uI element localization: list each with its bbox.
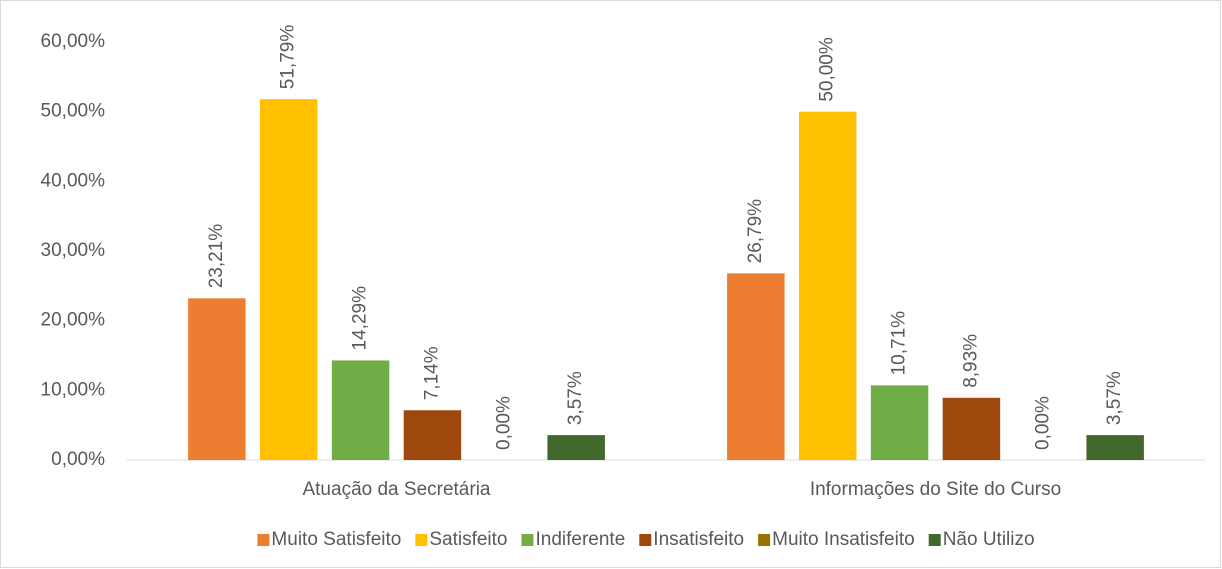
value-label: 23,21% — [206, 224, 227, 289]
bar — [727, 273, 785, 460]
legend-swatch — [928, 534, 941, 546]
bar — [547, 435, 605, 460]
bar — [870, 385, 929, 460]
value-label: 8,93% — [960, 334, 981, 388]
legend-swatch — [257, 534, 270, 546]
value-label: 51,79% — [278, 25, 299, 90]
y-tick-label: 0,00% — [51, 449, 105, 470]
bar — [331, 360, 390, 460]
value-label: 26,79% — [745, 199, 766, 264]
bar — [403, 410, 462, 460]
bar — [259, 99, 318, 460]
legend-label: Satisfeito — [429, 529, 507, 550]
value-label: 50,00% — [817, 37, 838, 102]
value-label: 3,57% — [1104, 371, 1125, 425]
legend-label: Indiferente — [535, 529, 625, 550]
value-label: 14,29% — [350, 286, 371, 351]
legend-label: Muito Satisfeito — [271, 529, 401, 550]
bar — [942, 397, 1001, 460]
legend-swatch — [521, 534, 534, 546]
bar — [188, 298, 246, 460]
y-tick-label: 20,00% — [41, 310, 106, 331]
legend-label: Não Utilizo — [943, 529, 1035, 550]
bar — [1086, 435, 1144, 460]
x-tick-label: Informações do Site do Curso — [810, 479, 1061, 500]
y-tick-label: 50,00% — [41, 101, 106, 122]
y-tick-label: 10,00% — [41, 379, 106, 400]
legend-swatch — [758, 534, 771, 546]
x-tick-label: Atuação da Secretária — [302, 479, 490, 500]
legend-label: Muito Insatisfeito — [772, 529, 915, 550]
legend: Muito Satisfeito Satisfeito Indiferente Ins… — [257, 529, 1035, 550]
legend-swatch — [415, 534, 428, 546]
value-label: 10,71% — [889, 311, 910, 376]
value-label: 0,00% — [1032, 396, 1053, 450]
legend-label: Insatisfeito — [653, 529, 744, 550]
y-tick-label: 30,00% — [41, 240, 106, 261]
legend-swatch — [639, 534, 652, 546]
y-tick-label: 40,00% — [41, 170, 106, 191]
y-tick-label: 60,00% — [41, 31, 106, 52]
bar — [798, 111, 857, 461]
value-label: 7,14% — [421, 346, 442, 400]
value-label: 0,00% — [493, 396, 514, 450]
value-label: 3,57% — [565, 371, 586, 425]
